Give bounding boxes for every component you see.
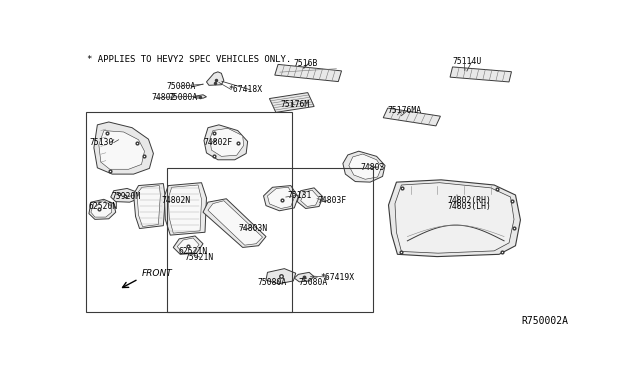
Polygon shape	[99, 131, 145, 169]
Text: 75921N: 75921N	[184, 253, 213, 262]
Text: 75080A: 75080A	[167, 82, 196, 91]
Polygon shape	[383, 108, 440, 126]
Polygon shape	[266, 269, 296, 284]
Polygon shape	[204, 125, 248, 160]
Text: *67418X: *67418X	[229, 84, 263, 93]
Text: 74803: 74803	[360, 163, 385, 172]
Text: 74803F: 74803F	[317, 196, 346, 205]
Text: 75130: 75130	[89, 138, 113, 147]
Polygon shape	[388, 180, 520, 257]
Text: 75080A: 75080A	[257, 279, 287, 288]
Text: 7516B: 7516B	[293, 59, 317, 68]
Text: * APPLIES TO HEVY2 SPEC VEHICLES ONLY.: * APPLIES TO HEVY2 SPEC VEHICLES ONLY.	[88, 55, 292, 64]
Text: 74802(RH): 74802(RH)	[447, 196, 491, 205]
Text: 62521N: 62521N	[178, 247, 207, 256]
Text: 75176MA: 75176MA	[388, 106, 422, 115]
Polygon shape	[210, 128, 244, 156]
Text: R750002A: R750002A	[522, 316, 568, 326]
Polygon shape	[207, 72, 224, 85]
Text: 75131: 75131	[287, 190, 312, 199]
Text: 75176M: 75176M	[281, 100, 310, 109]
Bar	[86, 112, 292, 312]
Text: 75080A: 75080A	[298, 279, 328, 288]
Polygon shape	[164, 183, 207, 235]
Polygon shape	[269, 93, 314, 112]
Polygon shape	[94, 122, 154, 174]
Text: 74802: 74802	[151, 93, 175, 102]
Text: 74803N: 74803N	[239, 224, 268, 233]
Polygon shape	[297, 188, 323, 208]
Polygon shape	[168, 185, 202, 233]
Polygon shape	[450, 67, 511, 82]
Text: 74802N: 74802N	[162, 196, 191, 205]
Polygon shape	[301, 190, 319, 206]
Polygon shape	[268, 187, 294, 208]
Polygon shape	[275, 64, 342, 81]
Polygon shape	[111, 189, 138, 202]
Text: *67419X: *67419X	[321, 273, 355, 282]
Polygon shape	[208, 201, 262, 245]
Text: 62520N: 62520N	[89, 202, 118, 211]
Polygon shape	[203, 199, 266, 247]
Text: 75080A: 75080A	[168, 93, 198, 102]
Polygon shape	[395, 183, 514, 253]
Text: FRONT: FRONT	[142, 269, 173, 278]
Text: 75920M: 75920M	[111, 192, 141, 201]
Polygon shape	[173, 236, 203, 254]
Polygon shape	[89, 199, 116, 219]
Bar	[167, 168, 372, 312]
Text: 74803(LH): 74803(LH)	[447, 202, 491, 211]
Polygon shape	[294, 272, 314, 282]
Polygon shape	[134, 183, 165, 228]
Polygon shape	[264, 186, 298, 211]
Polygon shape	[137, 186, 161, 227]
Polygon shape	[195, 95, 207, 98]
Polygon shape	[349, 154, 381, 179]
Polygon shape	[343, 151, 385, 182]
Polygon shape	[91, 201, 112, 217]
Text: 74802F: 74802F	[203, 138, 232, 147]
Text: 75114U: 75114U	[452, 57, 481, 66]
Polygon shape	[177, 238, 199, 253]
